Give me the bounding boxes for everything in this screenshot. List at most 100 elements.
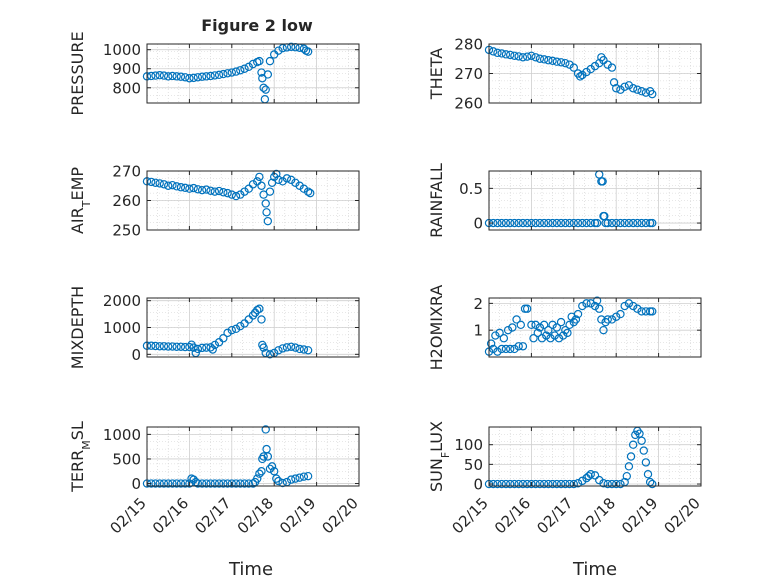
- data-point: [590, 471, 600, 480]
- data-point: [637, 218, 646, 228]
- subplot-terr-msl: 0 500 1000 TERRMSL 02/15 02/16 02/17 02/18 02/19…: [68, 421, 362, 537]
- data-point: [639, 446, 648, 455]
- data-point: [223, 328, 232, 338]
- data-point: [586, 64, 595, 74]
- data-point: [202, 185, 211, 194]
- x-tick-label: 02/17: [191, 494, 234, 537]
- data-point: [561, 479, 570, 489]
- data-point: [272, 474, 281, 483]
- data-point: [274, 175, 283, 185]
- data-point: [265, 187, 275, 196]
- data-point: [527, 51, 536, 61]
- data-point: [259, 83, 268, 92]
- data-point: [501, 479, 511, 489]
- data-point: [168, 71, 177, 81]
- data-point: [552, 479, 562, 489]
- data-point: [231, 479, 241, 488]
- y-tick-label: 1000: [103, 319, 141, 337]
- data-point: [578, 476, 587, 486]
- data-point: [641, 218, 651, 228]
- data-point: [278, 478, 287, 488]
- data-point: [584, 471, 593, 481]
- data-point: [176, 479, 186, 488]
- data-point: [522, 479, 532, 489]
- data-point: [180, 479, 190, 488]
- data-point: [578, 301, 587, 311]
- data-point: [185, 184, 194, 193]
- data-point: [231, 67, 241, 76]
- data-point: [185, 74, 194, 83]
- y-tick-label: 1: [473, 322, 483, 340]
- data-point: [255, 304, 264, 313]
- data-point: [176, 72, 186, 81]
- data-point: [274, 346, 283, 355]
- data-point: [227, 325, 236, 335]
- data-point: [573, 218, 583, 228]
- x-axis-label-right: Time: [572, 559, 617, 580]
- data-point: [544, 479, 553, 489]
- data-point: [552, 218, 562, 228]
- data-point: [210, 340, 220, 350]
- data-point: [518, 218, 528, 228]
- data-point: [262, 208, 271, 217]
- data-point: [219, 69, 228, 79]
- data-point: [180, 73, 190, 82]
- data-point: [556, 479, 566, 489]
- data-point: [624, 299, 634, 308]
- data-point: [582, 299, 591, 308]
- data-point: [624, 81, 634, 90]
- data-point: [565, 320, 574, 330]
- data-point: [210, 187, 220, 196]
- data-point: [193, 344, 203, 354]
- data-point: [219, 479, 228, 488]
- data-point: [554, 334, 564, 343]
- data-point: [255, 469, 264, 478]
- y-tick-label: 900: [112, 60, 141, 78]
- y-axis-label: AIRTEMP: [68, 167, 93, 234]
- subplot-rainfall: 0 0.5 RAINFALL: [427, 163, 702, 238]
- data-point: [633, 218, 642, 228]
- data-point: [607, 479, 617, 489]
- data-point: [202, 72, 211, 81]
- data-point: [510, 218, 519, 228]
- data-point: [512, 315, 521, 324]
- data-point: [151, 479, 160, 488]
- data-point: [291, 474, 300, 483]
- data-point: [489, 47, 498, 56]
- data-point: [599, 325, 608, 335]
- data-point: [493, 48, 502, 58]
- data-point: [155, 479, 164, 488]
- y-tick-label: 500: [112, 450, 141, 468]
- data-point: [206, 343, 215, 352]
- data-point: [176, 342, 186, 352]
- axes-box: [488, 426, 702, 487]
- data-point: [270, 467, 279, 476]
- data-point: [569, 317, 579, 327]
- data-point: [546, 334, 555, 343]
- data-point: [163, 181, 173, 190]
- data-point: [231, 191, 241, 201]
- data-point: [527, 479, 536, 489]
- data-point: [163, 342, 173, 351]
- data-point: [648, 479, 657, 489]
- data-point: [518, 342, 528, 351]
- data-point: [189, 343, 198, 352]
- y-axis-label: H2OMIXRA: [427, 285, 446, 371]
- data-point: [155, 342, 164, 351]
- y-tick-label: 0: [131, 346, 141, 364]
- data-point: [539, 479, 549, 489]
- data-point: [548, 479, 557, 489]
- data-point: [261, 85, 270, 94]
- x-tick-label: 02/18: [234, 494, 277, 537]
- data-point: [286, 342, 296, 352]
- data-point: [501, 50, 511, 59]
- x-tick-label: 02/15: [107, 494, 150, 537]
- y-tick-label: 0.5: [459, 180, 483, 198]
- data-point: [253, 177, 262, 186]
- data-point: [303, 47, 313, 56]
- data-point: [255, 56, 264, 66]
- data-point: [648, 89, 657, 99]
- y-tick-label: 50: [464, 456, 483, 474]
- data-point: [552, 57, 562, 66]
- data-point: [272, 169, 281, 179]
